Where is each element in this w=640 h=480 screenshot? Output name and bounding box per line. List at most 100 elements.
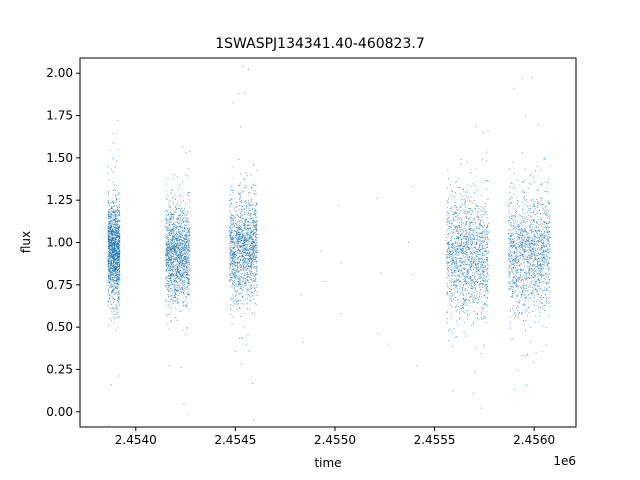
data-point xyxy=(243,222,245,224)
data-point xyxy=(229,254,231,256)
data-point xyxy=(237,300,239,302)
data-point xyxy=(456,281,458,283)
data-point xyxy=(113,283,115,285)
data-point xyxy=(250,253,252,255)
data-point xyxy=(109,281,110,283)
data-point xyxy=(167,262,169,264)
data-point xyxy=(185,287,187,289)
data-point xyxy=(167,250,168,252)
data-point xyxy=(179,273,181,275)
data-point xyxy=(241,256,243,257)
data-point xyxy=(479,258,481,260)
data-point xyxy=(187,249,189,251)
data-point xyxy=(254,228,256,230)
data-point xyxy=(118,214,120,216)
data-point xyxy=(179,208,181,210)
data-point xyxy=(186,261,188,263)
data-point xyxy=(475,264,477,266)
data-point xyxy=(484,214,485,216)
data-point xyxy=(117,206,119,208)
data-point xyxy=(112,225,114,227)
data-point xyxy=(181,195,183,197)
data-point xyxy=(230,237,232,239)
data-point xyxy=(255,227,257,229)
data-point xyxy=(118,228,120,230)
data-point xyxy=(479,261,481,263)
data-point xyxy=(486,262,488,264)
data-point xyxy=(243,224,245,226)
data-point xyxy=(119,275,121,276)
data-point xyxy=(184,250,186,252)
data-point xyxy=(179,257,181,259)
data-point xyxy=(240,216,241,218)
data-point xyxy=(116,235,118,237)
data-point xyxy=(187,286,189,288)
data-point xyxy=(186,236,188,238)
data-point xyxy=(172,238,174,240)
data-point xyxy=(235,276,236,278)
data-point xyxy=(243,208,245,210)
data-point xyxy=(187,288,189,290)
data-point xyxy=(114,248,115,250)
data-point xyxy=(238,252,240,254)
data-point xyxy=(108,277,110,279)
data-point xyxy=(186,247,188,249)
data-point xyxy=(253,207,255,209)
data-point xyxy=(468,293,470,295)
data-point xyxy=(187,231,189,233)
data-point xyxy=(487,293,489,295)
data-point xyxy=(116,313,118,315)
data-point xyxy=(170,272,172,274)
data-point xyxy=(459,224,461,226)
data-point xyxy=(182,263,184,265)
data-point xyxy=(116,283,118,285)
data-point xyxy=(187,250,189,252)
data-point xyxy=(487,275,489,277)
data-point xyxy=(454,205,456,206)
data-point xyxy=(166,248,168,249)
data-point xyxy=(230,286,232,288)
data-point xyxy=(171,235,173,237)
data-point xyxy=(254,236,256,237)
data-point xyxy=(170,201,172,203)
data-point xyxy=(166,270,168,272)
data-point xyxy=(170,212,172,214)
data-point xyxy=(173,245,175,247)
data-point xyxy=(465,300,467,302)
data-point xyxy=(109,278,111,279)
data-point xyxy=(233,254,235,256)
data-point xyxy=(256,228,258,230)
data-point xyxy=(172,281,174,283)
data-point xyxy=(238,261,240,263)
data-point xyxy=(233,243,235,245)
data-point xyxy=(112,256,114,257)
data-point xyxy=(247,262,249,264)
data-point xyxy=(110,227,112,229)
data-point xyxy=(454,261,456,263)
data-point xyxy=(119,250,121,252)
data-point xyxy=(248,252,250,254)
data-point xyxy=(234,251,236,252)
data-point xyxy=(459,301,461,303)
data-point xyxy=(170,320,172,322)
data-point xyxy=(231,224,233,225)
data-point xyxy=(179,219,181,221)
data-point xyxy=(242,239,244,241)
data-point xyxy=(114,227,116,229)
data-point xyxy=(174,246,176,248)
data-point xyxy=(187,252,189,254)
data-point xyxy=(175,237,177,239)
data-point xyxy=(178,223,180,225)
data-point xyxy=(108,240,110,242)
data-point xyxy=(172,252,173,254)
data-point xyxy=(458,242,460,244)
data-point xyxy=(117,278,118,280)
data-point xyxy=(250,243,252,245)
data-point xyxy=(186,274,188,276)
data-point xyxy=(182,285,184,286)
data-point xyxy=(244,272,246,274)
data-point xyxy=(252,257,254,259)
data-point xyxy=(165,183,167,185)
data-point xyxy=(483,207,485,209)
data-point xyxy=(246,237,248,239)
